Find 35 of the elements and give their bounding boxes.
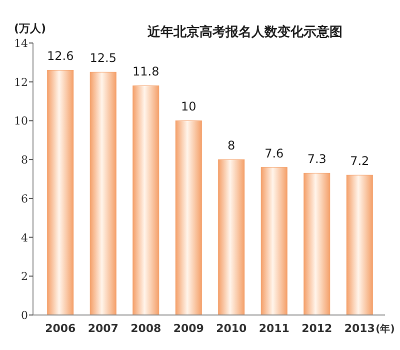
- chart-title: 近年北京高考报名人数变化示意图: [146, 24, 342, 40]
- y-tick-label: 0: [21, 309, 28, 322]
- x-tick-label: 2007: [88, 322, 118, 335]
- bar: [346, 174, 373, 316]
- bar: [175, 120, 202, 316]
- data-label: 8: [228, 138, 236, 153]
- data-label: 7.3: [307, 152, 326, 166]
- y-tick-label: 14: [14, 37, 28, 50]
- y-tick-label: 4: [21, 231, 28, 244]
- data-label: 7.6: [264, 146, 284, 160]
- data-label: 12.5: [90, 51, 116, 66]
- x-tick-label: 2013: [344, 322, 375, 335]
- bar: [260, 167, 288, 316]
- data-label: 11.8: [132, 64, 160, 79]
- y-tick-label: 2: [21, 270, 28, 284]
- y-tick-label: 8: [21, 154, 28, 167]
- bar: [47, 70, 74, 316]
- bar: [132, 85, 160, 316]
- x-tick-label: 2010: [216, 322, 248, 335]
- x-tick-label: 2006: [45, 322, 76, 335]
- y-tick-label: 6: [21, 192, 28, 206]
- data-label: 10: [180, 100, 196, 114]
- y-tick-label: 10: [14, 114, 28, 128]
- bar: [304, 172, 330, 316]
- bar: [90, 72, 116, 316]
- bar: [218, 159, 245, 316]
- x-axis-title: (年): [376, 323, 395, 335]
- x-tick-label: 2008: [130, 322, 162, 335]
- x-tick-label: 2009: [173, 322, 204, 335]
- y-tick-label: 12: [14, 76, 28, 89]
- x-tick-label: 2012: [302, 322, 332, 335]
- data-label: 7.2: [350, 154, 370, 168]
- x-tick-label: 2011: [258, 322, 290, 335]
- y-axis-title: (万人): [14, 22, 46, 35]
- data-label: 12.6: [47, 49, 74, 64]
